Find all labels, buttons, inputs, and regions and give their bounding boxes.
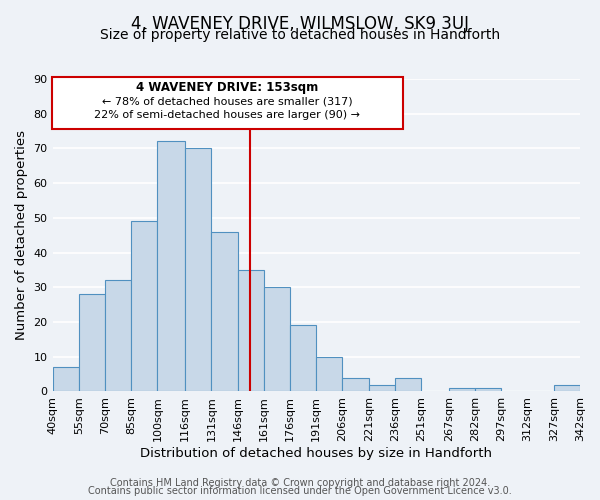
Bar xyxy=(554,384,580,392)
Text: 4 WAVENEY DRIVE: 153sqm: 4 WAVENEY DRIVE: 153sqm xyxy=(136,81,319,94)
Bar xyxy=(79,294,105,392)
Text: Contains public sector information licensed under the Open Government Licence v3: Contains public sector information licen… xyxy=(88,486,512,496)
FancyBboxPatch shape xyxy=(52,78,403,130)
Bar xyxy=(105,280,131,392)
Bar xyxy=(449,388,475,392)
Bar xyxy=(53,367,79,392)
Bar xyxy=(157,142,185,392)
Bar xyxy=(211,232,238,392)
Bar xyxy=(475,388,502,392)
Bar xyxy=(185,148,211,392)
Text: 22% of semi-detached houses are larger (90) →: 22% of semi-detached houses are larger (… xyxy=(94,110,360,120)
Bar xyxy=(131,222,157,392)
Bar xyxy=(316,356,343,392)
Text: Contains HM Land Registry data © Crown copyright and database right 2024.: Contains HM Land Registry data © Crown c… xyxy=(110,478,490,488)
Bar xyxy=(238,270,264,392)
Text: Size of property relative to detached houses in Handforth: Size of property relative to detached ho… xyxy=(100,28,500,42)
Bar xyxy=(395,378,421,392)
Bar xyxy=(343,378,368,392)
X-axis label: Distribution of detached houses by size in Handforth: Distribution of detached houses by size … xyxy=(140,447,492,460)
Bar xyxy=(290,326,316,392)
Text: 4, WAVENEY DRIVE, WILMSLOW, SK9 3UJ: 4, WAVENEY DRIVE, WILMSLOW, SK9 3UJ xyxy=(131,15,469,33)
Y-axis label: Number of detached properties: Number of detached properties xyxy=(15,130,28,340)
Bar xyxy=(264,288,290,392)
Bar xyxy=(368,384,395,392)
Text: ← 78% of detached houses are smaller (317): ← 78% of detached houses are smaller (31… xyxy=(102,96,353,106)
